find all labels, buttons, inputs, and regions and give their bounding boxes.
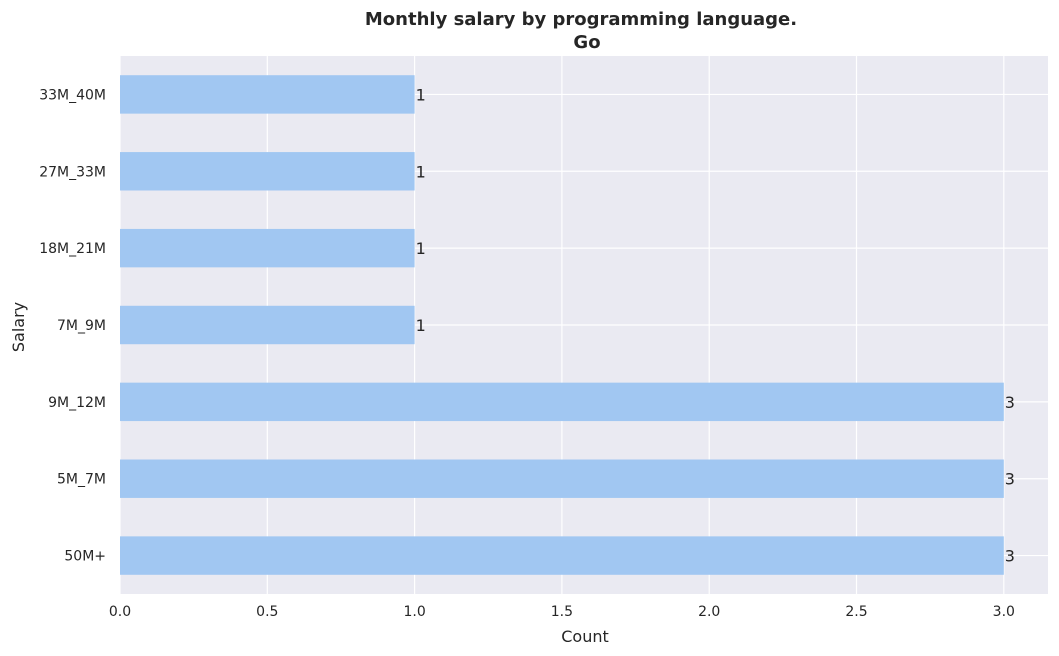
x-tick-labels: 0.0 0.5 1.0 1.5 2.0 2.5 3.0 <box>109 604 1015 620</box>
chart-title: Monthly salary by programming language. <box>365 9 797 30</box>
bar-value-label: 1 <box>416 85 426 104</box>
bar-value-label: 3 <box>1005 470 1015 489</box>
y-tick-label: 33M_40M <box>39 87 106 103</box>
x-tick-label: 0.5 <box>256 604 278 620</box>
y-tick-label: 27M_33M <box>39 164 106 180</box>
bar <box>120 305 415 345</box>
bar <box>120 459 1004 498</box>
y-tick-label: 9M_12M <box>48 395 106 411</box>
bar-value-label: 3 <box>1005 547 1015 566</box>
x-axis-label: Count <box>561 627 609 646</box>
y-axis-label: Salary <box>9 302 28 352</box>
bars <box>120 75 1004 575</box>
chart-subtitle: Go <box>573 32 600 53</box>
bar-value-label: 3 <box>1005 393 1015 412</box>
x-tick-label: 3.0 <box>993 604 1015 620</box>
x-tick-label: 0.0 <box>109 604 131 620</box>
bar-value-label: 1 <box>416 162 426 181</box>
bar-value-label: 1 <box>416 316 426 335</box>
bar <box>120 152 415 191</box>
x-tick-label: 1.0 <box>403 604 425 620</box>
y-tick-label: 18M_21M <box>39 241 106 257</box>
x-tick-label: 2.0 <box>698 604 720 620</box>
bar-value-labels: 1 1 1 1 3 3 3 <box>416 85 1015 565</box>
y-tick-label: 7M_9M <box>57 318 106 334</box>
y-tick-label: 50M+ <box>64 549 106 565</box>
bar <box>120 382 1004 422</box>
bar <box>120 536 1004 575</box>
bar-value-label: 1 <box>416 239 426 258</box>
bar <box>120 228 415 268</box>
x-tick-label: 2.5 <box>845 604 867 620</box>
x-tick-label: 1.5 <box>551 604 573 620</box>
y-tick-label: 5M_7M <box>57 472 106 488</box>
y-tick-labels: 33M_40M 27M_33M 18M_21M 7M_9M 9M_12M 5M_7M 50M… <box>39 87 106 564</box>
bar <box>120 75 415 114</box>
